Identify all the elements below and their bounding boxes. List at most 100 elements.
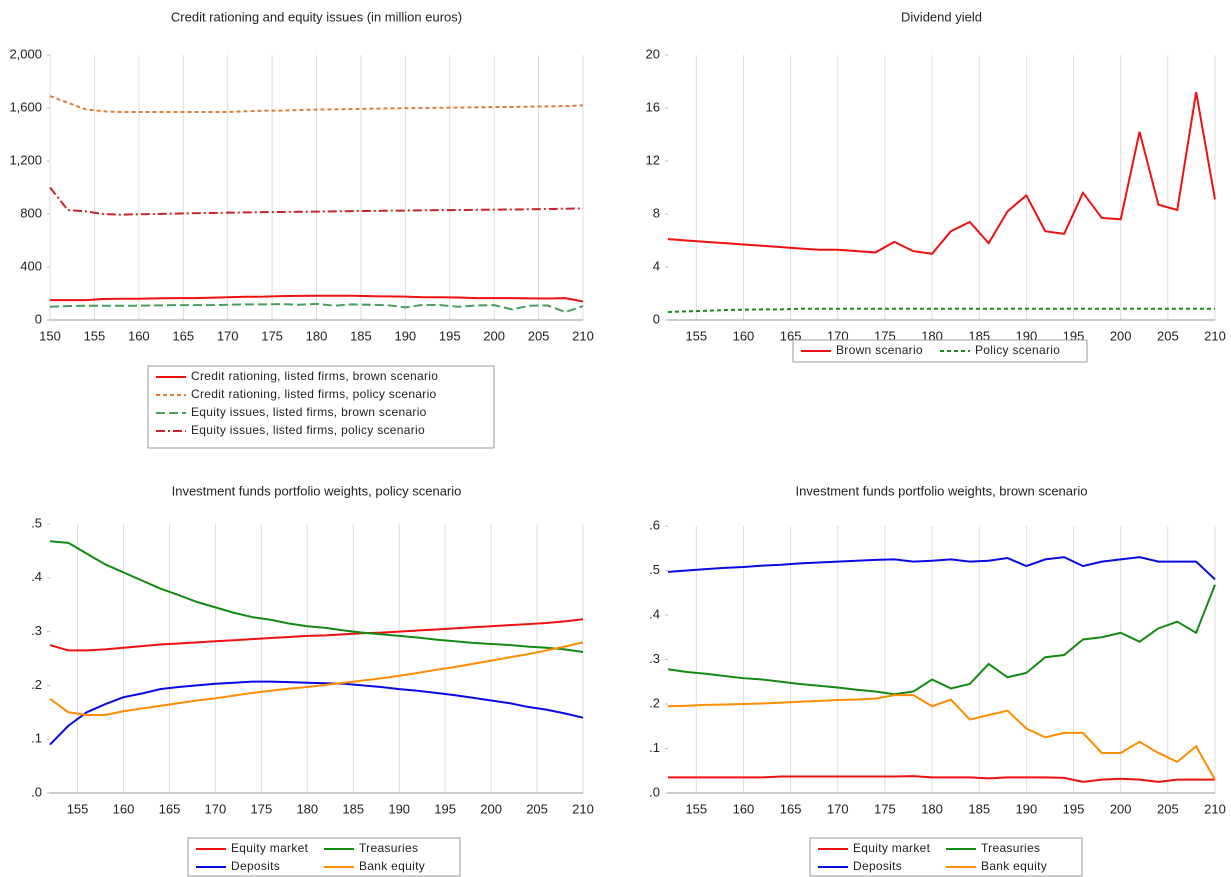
series-line [668,775,1215,783]
x-tick-label: 205 [526,801,548,816]
legend-label: Equity market [231,841,309,855]
x-tick-label: 200 [483,328,505,343]
y-tick-label: .0 [649,784,660,799]
legend-label: Equity issues, listed firms, policy scen… [191,423,425,437]
y-tick-label: .5 [31,515,42,530]
x-tick-label: 165 [780,328,802,343]
series-line [667,91,1216,255]
x-tick-label: 210 [1204,801,1226,816]
x-tick-label: 185 [342,801,364,816]
x-tick-label: 195 [1063,328,1085,343]
x-tick-label: 200 [480,801,502,816]
legend-label: Bank equity [981,859,1047,873]
legend-label: Treasuries [981,841,1040,855]
x-tick-label: 190 [1016,328,1038,343]
series-line [49,618,584,652]
y-tick-label: 4 [653,258,660,273]
y-tick-label: .1 [31,731,42,746]
x-tick-label: 210 [1204,328,1226,343]
series-line [50,294,584,303]
x-tick-label: 185 [350,328,372,343]
y-tick-label: 1,600 [9,99,42,114]
legend-label: Equity market [853,841,931,855]
x-tick-label: 155 [685,801,707,816]
x-tick-label: 190 [1016,801,1038,816]
series-line [667,694,1216,781]
x-tick-label: 160 [733,801,755,816]
y-tick-label: .2 [649,695,660,710]
series-line [667,584,1216,696]
x-tick-label: 170 [217,328,239,343]
x-tick-label: 185 [968,801,990,816]
legend-label: Bank equity [359,859,425,873]
x-tick-label: 160 [733,328,755,343]
x-tick-label: 165 [159,801,181,816]
legend-box [187,837,461,877]
series-line [667,307,1215,314]
chart-title: Credit rationing and equity issues (in m… [171,9,462,24]
y-tick-label: .1 [649,740,660,755]
y-tick-label: .4 [649,606,660,621]
x-tick-label: 175 [261,328,283,343]
x-tick-label: 210 [572,328,594,343]
y-tick-label: 8 [653,205,660,220]
chart-title: Investment funds portfolio weights, brow… [796,483,1088,498]
x-tick-label: 210 [572,801,594,816]
y-tick-label: .6 [649,517,660,532]
series-line [49,302,584,314]
x-tick-label: 175 [874,328,896,343]
x-tick-label: 175 [251,801,273,816]
x-tick-label: 155 [84,328,106,343]
y-tick-label: 0 [35,311,42,326]
legend-box [792,339,1088,363]
y-tick-label: 2,000 [9,46,42,61]
y-tick-label: .0 [31,784,42,799]
legend-label: Brown scenario [836,343,923,357]
x-tick-label: 205 [1157,328,1179,343]
y-tick-label: 16 [646,99,660,114]
x-tick-label: 185 [968,328,990,343]
series-line [667,556,1216,581]
x-tick-label: 155 [67,801,89,816]
y-tick-label: 12 [646,152,660,167]
x-tick-label: 190 [394,328,416,343]
series-line [49,540,584,654]
x-tick-label: 195 [1063,801,1085,816]
series-line [49,680,584,746]
y-tick-label: .3 [31,623,42,638]
x-tick-label: 180 [296,801,318,816]
x-tick-label: 200 [1110,328,1132,343]
series-line [49,95,584,113]
x-tick-label: 195 [439,328,461,343]
legend-label: Credit rationing, listed firms, brown sc… [191,369,438,383]
y-tick-label: .4 [31,569,42,584]
y-tick-label: 400 [20,258,42,273]
x-tick-label: 160 [128,328,150,343]
x-tick-label: 180 [921,328,943,343]
legend-label: Policy scenario [975,343,1060,357]
legend-label: Credit rationing, listed firms, policy s… [191,387,437,401]
y-tick-label: 1,200 [9,152,42,167]
x-tick-label: 205 [528,328,550,343]
legend-label: Treasuries [359,841,418,855]
x-tick-label: 200 [1110,801,1132,816]
legend-label: Equity issues, listed firms, brown scena… [191,405,427,419]
legend-box [147,365,495,449]
chart-title: Dividend yield [901,9,982,24]
x-tick-label: 165 [172,328,194,343]
x-tick-label: 205 [1157,801,1179,816]
x-tick-label: 160 [113,801,135,816]
x-tick-label: 170 [827,328,849,343]
y-tick-label: 20 [646,46,660,61]
y-tick-label: .3 [649,651,660,666]
series-line [49,186,584,216]
x-tick-label: 155 [685,328,707,343]
x-tick-label: 165 [780,801,802,816]
series-line [49,641,584,716]
x-tick-label: 180 [306,328,328,343]
legend-label: Deposits [853,859,902,873]
x-tick-label: 195 [434,801,456,816]
y-tick-label: .2 [31,677,42,692]
